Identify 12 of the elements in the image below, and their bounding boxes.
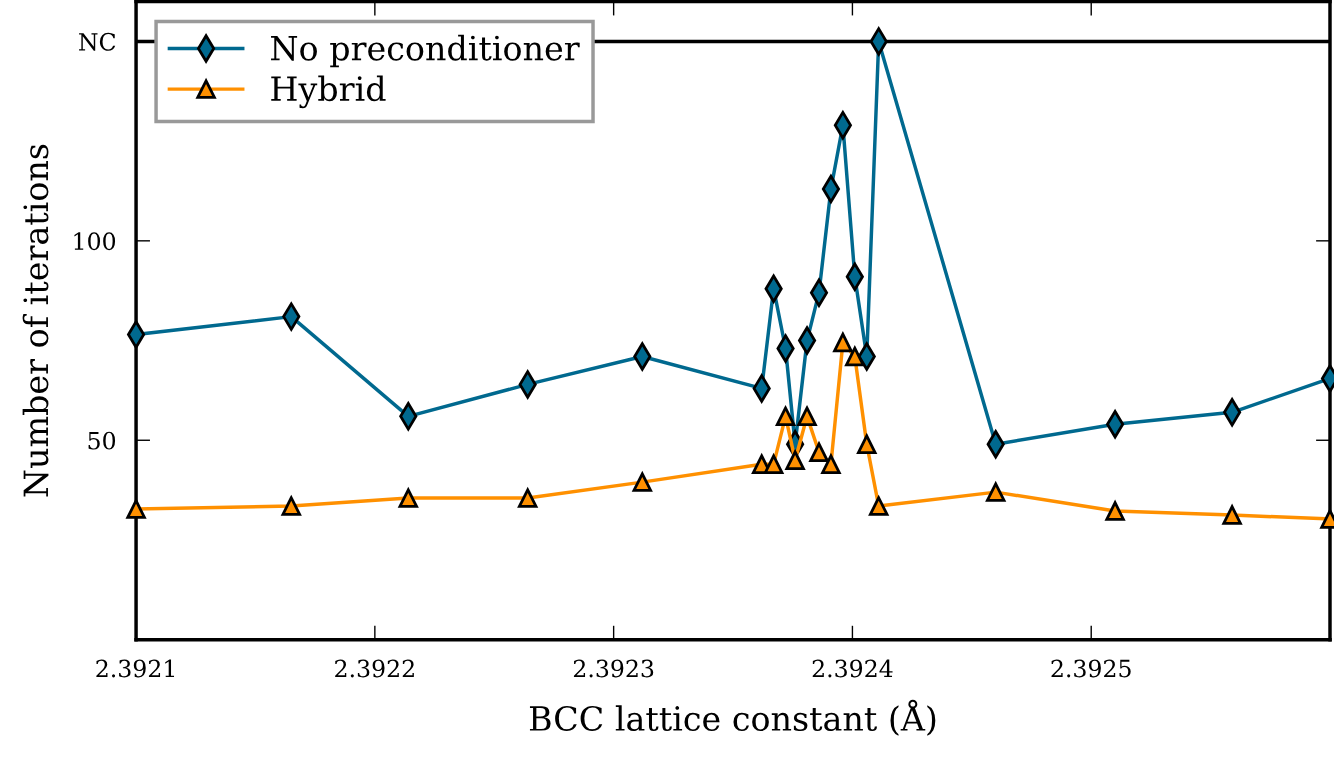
x-tick-label: 2.3925: [1051, 659, 1131, 678]
x-axis-title: BCC lattice constant (Å): [529, 699, 936, 736]
x-tick-label: 2.3922: [335, 659, 414, 678]
x-tick-label: 2.3921: [96, 659, 175, 678]
x-tick-label: 2.3924: [812, 659, 893, 678]
y-tick-label: 50: [88, 431, 116, 450]
y-axis-title: Number of iterations: [22, 144, 49, 497]
y-tick-label: 100: [74, 232, 116, 251]
legend-label: No preconditioner: [271, 34, 580, 68]
legend-label: Hybrid: [271, 75, 386, 109]
x-tick-label: 2.3923: [573, 659, 654, 678]
y-tick-label: NC: [79, 32, 116, 51]
